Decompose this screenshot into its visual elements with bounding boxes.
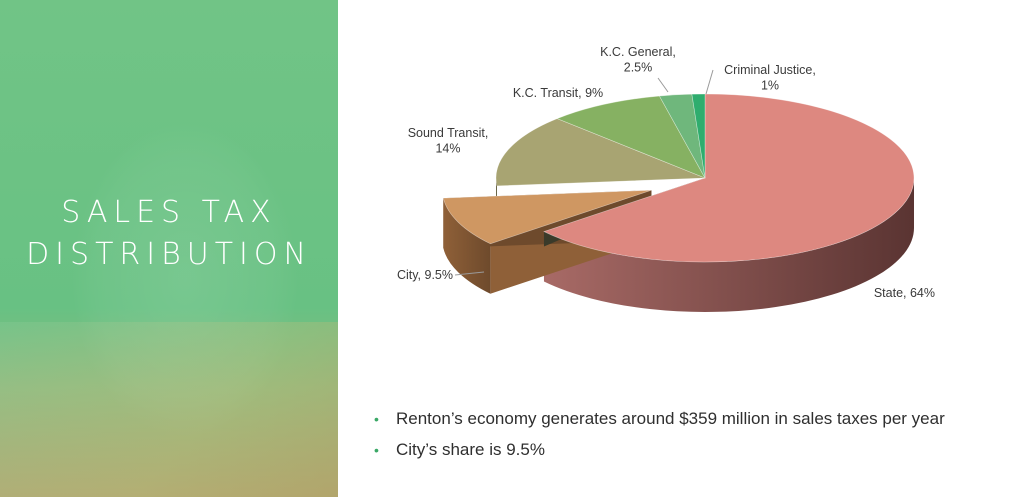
bullet-list: • Renton’s economy generates around $359…	[372, 408, 945, 470]
pie-slice-criminal-justice	[691, 93, 706, 179]
pie-wall-state	[543, 178, 914, 312]
panel-glow	[70, 120, 300, 440]
pie-labels: State, 64% City, 9.5% Sound Transit, 14% K.C…	[397, 45, 935, 300]
slide-title-line-2: DISTRIBUTION	[26, 237, 312, 272]
bullet-text: Renton’s economy generates around $359 m…	[396, 409, 945, 428]
pie-slice-state	[543, 93, 915, 263]
bullet-item: • City’s share is 9.5%	[372, 439, 945, 461]
pie-label-state: State, 64%	[874, 286, 935, 300]
pie-tops	[442, 93, 915, 294]
bullet-dot-icon: •	[374, 411, 379, 427]
pie-label-k-c-general: K.C. General, 2.5%	[600, 45, 676, 75]
pie-slice-city	[442, 189, 652, 245]
slide-title-line-1: SALES TAX	[61, 195, 277, 230]
pie-wall-city	[443, 198, 491, 294]
pie-slice-k-c-transit	[556, 95, 706, 179]
bullet-item: • Renton’s economy generates around $359…	[372, 408, 945, 430]
pie-label-k-c-transit: K.C. Transit, 9%	[513, 86, 603, 100]
pie-slice-sound-transit	[495, 118, 706, 187]
pie-leader-lines	[454, 69, 714, 276]
pie-chart: State, 64% City, 9.5% Sound Transit, 14% K.C…	[397, 45, 935, 312]
pie-leader-city	[454, 271, 485, 276]
panel-band	[0, 322, 338, 497]
pie-leader-k-c-general	[657, 77, 669, 93]
pie-label-criminal-justice: Criminal Justice, 1%	[724, 63, 816, 93]
slide-title: SALES TAX DISTRIBUTION	[0, 192, 338, 276]
bullet-text: City’s share is 9.5%	[396, 440, 545, 459]
title-panel: SALES TAX DISTRIBUTION	[0, 0, 338, 497]
pie-leader-criminal-justice	[705, 69, 714, 95]
pie-label-city: City, 9.5%	[397, 268, 453, 282]
pie-label-sound-transit: Sound Transit, 14%	[408, 126, 489, 156]
bullet-dot-icon: •	[374, 442, 379, 458]
